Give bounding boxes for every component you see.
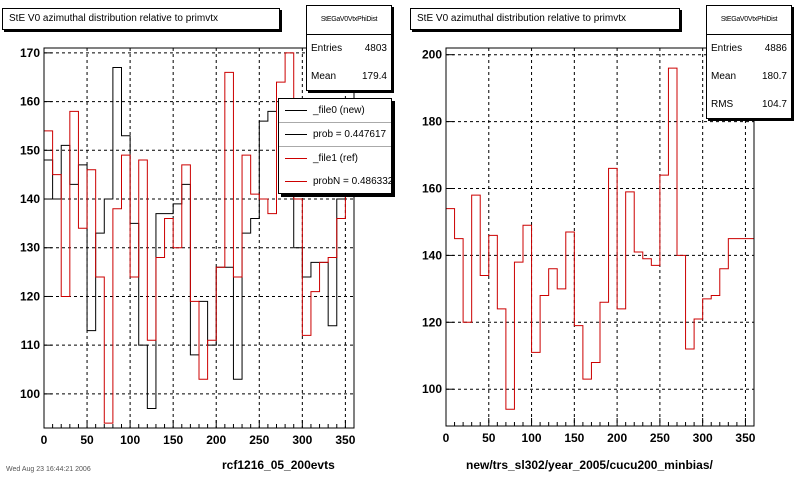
left-x-tick-label-1: 50 (80, 433, 94, 447)
legend-label-prob: prob = 0.447617 (313, 129, 387, 140)
left-x-tick-label-3: 150 (163, 433, 183, 447)
left-y-tick-label-7: 170 (20, 46, 40, 60)
right-stats-rms-row: RMS 104.7 (707, 91, 791, 119)
right-x-tick-label-6: 300 (693, 431, 713, 445)
right-stats-entries-label: Entries (711, 43, 743, 54)
left-y-tick-label-0: 100 (20, 387, 40, 401)
right-x-axis-label: new/trs_sl302/year_2005/cucu200_minbias/ (466, 458, 713, 472)
left-x-tick-label-5: 250 (249, 433, 269, 447)
left-stats-box: StEGaV0VtxPhiDist Entries 4803 Mean 179.… (306, 5, 392, 91)
right-stats-mean-row: Mean 180.7 (707, 63, 791, 91)
left-x-tick-label-2: 100 (120, 433, 140, 447)
left-stats-entries-label: Entries (311, 43, 343, 54)
left-x-axis-label: rcf1216_05_200evts (222, 458, 335, 472)
right-x-tick-label-7: 350 (735, 431, 755, 445)
left-x-tick-label-0: 0 (41, 433, 48, 447)
right-stats-box: StEGaV0VtxPhiDist Entries 4886 Mean 180.… (706, 5, 792, 119)
legend-label-probn: probN = 0.486332 (313, 176, 392, 187)
legend-entry-prob: prob = 0.447617 (279, 123, 391, 146)
right-stats-entries-value: 4886 (764, 43, 787, 54)
right-y-tick-label-1: 120 (422, 315, 442, 329)
legend-entry-probn: probN = 0.486332 (279, 170, 391, 193)
legend-entry-file0: _file0 (new) (279, 99, 391, 123)
left-y-tick-label-3: 130 (20, 241, 40, 255)
right-y-tick-label-3: 160 (422, 181, 442, 195)
footer-timestamp: Wed Aug 23 16:44:21 2006 (6, 466, 91, 473)
legend-entry-file1: _file1 (ref) (279, 146, 391, 170)
legend-swatch-file0 (285, 110, 307, 111)
right-y-tick-label-0: 100 (422, 382, 442, 396)
left-legend: _file0 (new) prob = 0.447617 _file1 (ref… (278, 98, 392, 194)
right-x-tick-label-3: 150 (564, 431, 584, 445)
right-stats-rms-value: 104.7 (761, 99, 787, 110)
right-y-tick-label-5: 200 (422, 48, 442, 62)
right-y-tick-label-2: 140 (422, 248, 442, 262)
left-series-1 (44, 52, 354, 424)
legend-swatch-prob (285, 134, 307, 135)
left-stats-mean-value: 179.4 (361, 71, 387, 82)
left-stats-mean-label: Mean (311, 71, 337, 82)
legend-label-file1: _file1 (ref) (313, 153, 359, 164)
left-stats-entries-row: Entries 4803 (307, 35, 391, 63)
legend-swatch-probn (285, 181, 307, 182)
left-y-tick-label-5: 150 (20, 143, 40, 157)
left-y-tick-label-6: 160 (20, 95, 40, 109)
left-x-tick-label-7: 350 (335, 433, 355, 447)
right-histogram-title: StE V0 azimuthal distribution relative t… (410, 8, 680, 30)
left-y-tick-label-1: 110 (21, 338, 41, 352)
right-series-0 (446, 67, 754, 410)
left-histogram-title: StE V0 azimuthal distribution relative t… (2, 8, 280, 30)
right-stats-rms-label: RMS (711, 99, 734, 110)
legend-label-file0: _file0 (new) (313, 105, 365, 116)
right-stats-entries-row: Entries 4886 (707, 35, 791, 63)
left-stats-mean-row: Mean 179.4 (307, 63, 391, 91)
left-y-tick-label-2: 120 (20, 289, 40, 303)
legend-swatch-file1 (285, 158, 307, 159)
left-y-tick-label-4: 140 (20, 192, 40, 206)
right-stats-name: StEGaV0VtxPhiDist (707, 6, 791, 35)
right-x-tick-label-4: 200 (607, 431, 627, 445)
left-stats-entries-value: 4803 (364, 43, 387, 54)
left-stats-name: StEGaV0VtxPhiDist (307, 6, 391, 35)
right-x-tick-label-0: 0 (443, 431, 450, 445)
right-stats-mean-label: Mean (711, 71, 737, 82)
right-stats-mean-value: 180.7 (761, 71, 787, 82)
right-x-tick-label-5: 250 (650, 431, 670, 445)
right-y-tick-label-4: 180 (422, 115, 442, 129)
left-x-tick-label-4: 200 (206, 433, 226, 447)
right-x-tick-label-2: 100 (522, 431, 542, 445)
left-x-tick-label-6: 300 (292, 433, 312, 447)
right-x-tick-label-1: 50 (482, 431, 496, 445)
